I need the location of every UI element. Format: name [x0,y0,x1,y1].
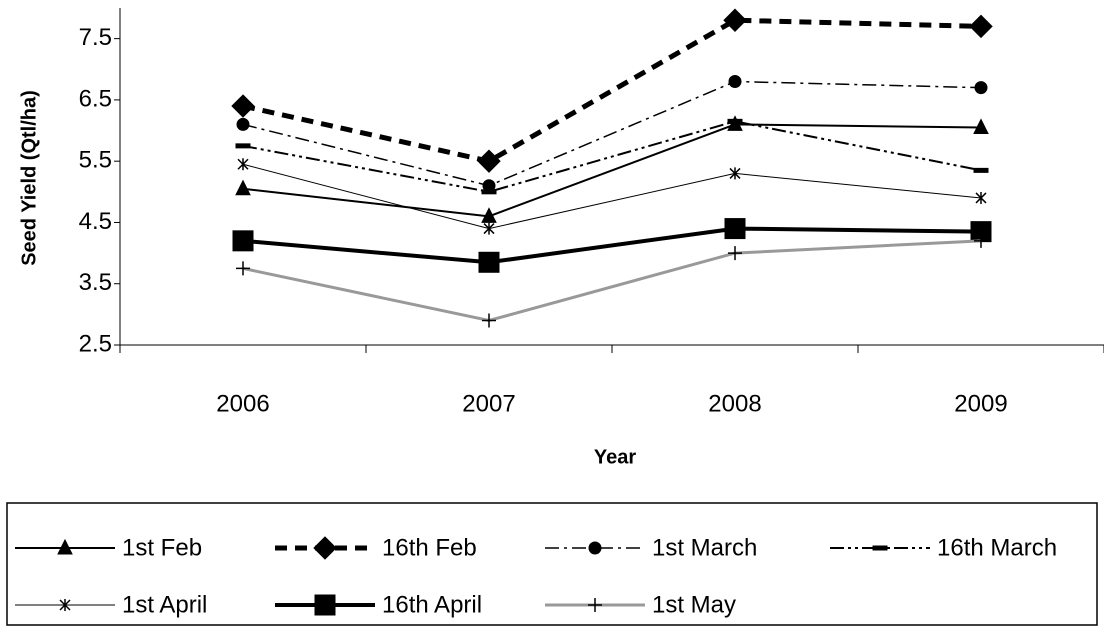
x-tick-label: 2006 [216,390,269,417]
legend-label: 1st May [652,591,736,618]
x-axis-label: Year [594,446,636,468]
legend-label: 1st April [122,591,207,618]
series-line [242,123,982,218]
marker [482,313,496,328]
series-line [242,80,982,187]
legend-marker [313,536,337,560]
marker [235,179,251,196]
legend-marker [314,594,336,616]
marker [724,218,746,240]
marker [236,117,250,131]
marker [729,167,741,180]
legend-label: 16th March [937,534,1057,561]
marker [478,251,500,273]
series-line [242,226,982,265]
marker [973,167,989,173]
marker [231,94,255,118]
marker [974,81,988,95]
legend-label: 16th Feb [382,534,477,561]
x-tick-label: 2008 [708,390,761,417]
marker [237,158,249,171]
y-tick-label: 6.5 [79,85,112,112]
marker [232,230,254,252]
series-line [242,17,982,164]
x-tick-label: 2007 [462,390,515,417]
legend-marker [588,541,602,555]
y-tick-label: 4.5 [79,208,112,235]
legend-label: 1st Feb [122,534,202,561]
legend-marker [59,599,71,611]
marker [477,149,501,173]
legend-marker [872,545,888,551]
legend-label: 1st March [652,534,757,561]
legend-marker [57,538,73,555]
marker [481,189,497,195]
marker [728,75,742,89]
y-tick-label: 7.5 [79,24,112,51]
series-line [242,163,982,230]
legend-marker [588,598,602,612]
marker [481,207,497,223]
marker [723,8,747,32]
y-tick-label: 2.5 [79,330,112,357]
marker [728,246,742,261]
legend-label: 16th April [382,591,482,618]
marker [969,14,993,39]
marker [236,261,250,276]
x-tick-label: 2009 [954,390,1007,417]
y-tick-label: 5.5 [79,147,112,174]
y-axis-label: Seed Yield (Qtl/ha) [18,90,40,266]
series-line [242,239,982,323]
marker [973,118,989,134]
marker [975,191,987,204]
marker [727,118,743,124]
marker [974,233,988,248]
legend-box [6,502,1098,626]
marker [235,143,251,149]
y-tick-label: 3.5 [79,269,112,296]
series-line [242,120,982,193]
marker [483,222,495,235]
